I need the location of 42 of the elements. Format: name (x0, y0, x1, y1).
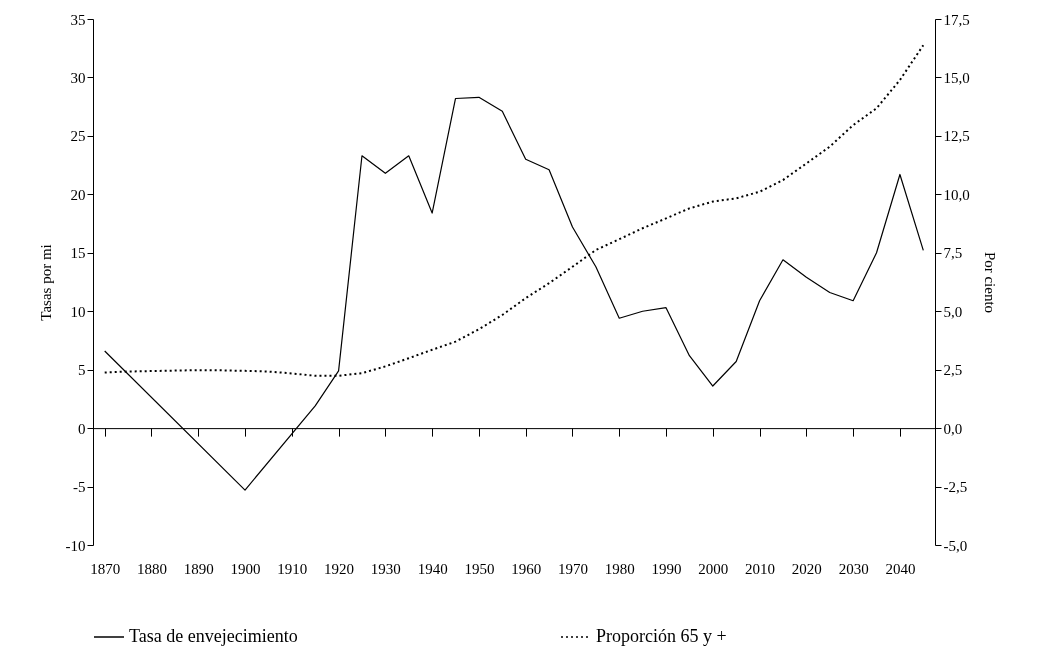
legend-label: Tasa de envejecimiento (129, 626, 298, 646)
y2-tick-label: 17,5 (943, 11, 970, 28)
y2-tick-label: 7,5 (943, 245, 963, 262)
y-tick-label: 15 (70, 245, 86, 262)
y2-tick-label: 10,0 (943, 186, 970, 203)
x-tick-label: 1900 (230, 560, 261, 577)
y2-tick-label: 12,5 (943, 128, 970, 145)
x-tick-label: 2010 (745, 560, 776, 577)
x-tick-label: 1920 (324, 560, 355, 577)
y-tick-label: 35 (70, 11, 86, 28)
y-tick-label: 30 (70, 69, 86, 86)
x-tick-label: 1990 (651, 560, 682, 577)
x-tick-label: 1880 (136, 560, 167, 577)
x-tick-label: 1950 (464, 560, 495, 577)
x-tick-label: 2000 (698, 560, 729, 577)
x-tick-label: 1890 (183, 560, 214, 577)
y-tick-label: 10 (70, 303, 86, 320)
x-tick-label: 1980 (604, 560, 635, 577)
x-tick-label: 1960 (511, 560, 542, 577)
x-tick-label: 2040 (885, 560, 916, 577)
y2-tick-label: -5,0 (943, 537, 968, 554)
y-tick-label: 5 (78, 362, 86, 379)
y2-tick-label: -2,5 (943, 479, 968, 496)
y-tick-label: -5 (73, 479, 86, 496)
y2-tick-label: 2,5 (943, 362, 963, 379)
y-tick-label: 0 (78, 420, 86, 437)
y2-axis-title: Por ciento (981, 251, 998, 314)
x-tick-label: 1910 (277, 560, 308, 577)
x-tick-label: 2020 (791, 560, 822, 577)
y2-tick-label: 15,0 (943, 69, 970, 86)
x-tick-label: 1930 (370, 560, 401, 577)
x-tick-label: 1870 (90, 560, 121, 577)
y-axis-title: Tasas por mi (37, 244, 54, 321)
legend-label: Proporción 65 y + (596, 626, 727, 646)
y2-tick-label: 0,0 (943, 420, 963, 437)
x-tick-label: 1970 (557, 560, 588, 577)
y-tick-label: 25 (70, 128, 86, 145)
x-tick-label: 1940 (417, 560, 448, 577)
y-tick-label: -10 (65, 537, 86, 554)
y-tick-label: 20 (70, 186, 86, 203)
y2-tick-label: 5,0 (943, 303, 963, 320)
x-tick-label: 2030 (838, 560, 869, 577)
